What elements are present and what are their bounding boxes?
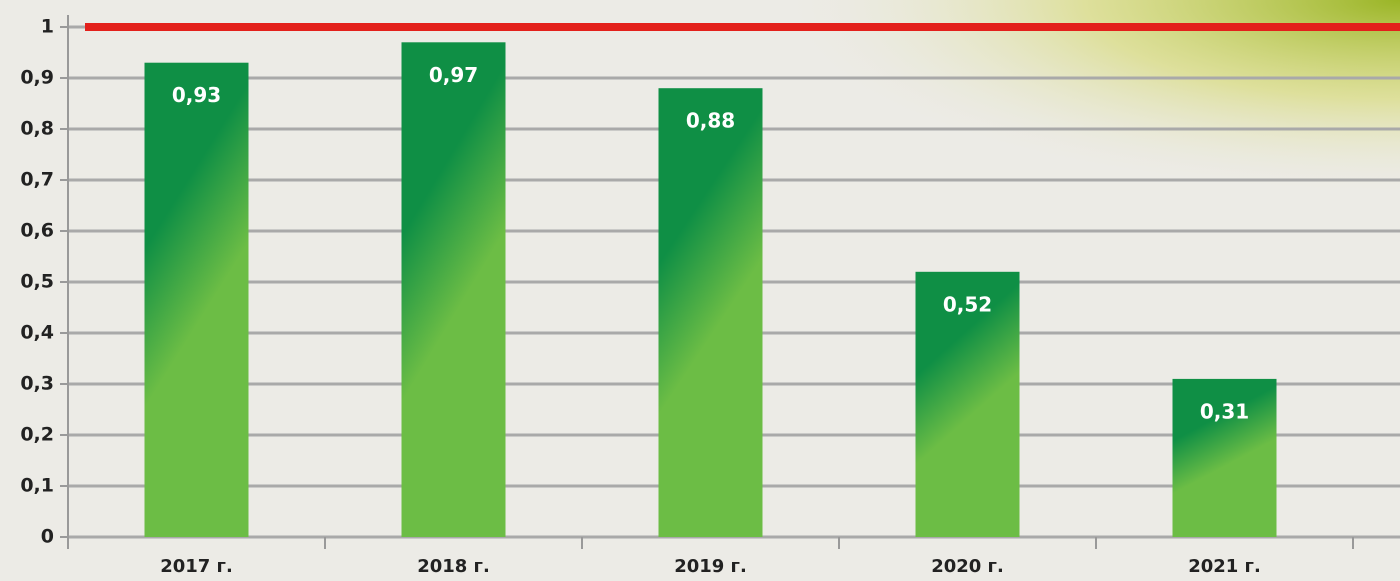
x-tick-label: 2017 г. — [160, 556, 233, 577]
bar — [402, 42, 506, 537]
x-tick-label: 2018 г. — [417, 556, 490, 577]
value-label: 0,52 — [943, 292, 992, 316]
chart: 0 0,1 0,2 0,3 0,4 0,5 0,6 0,7 0,8 0,9 1 2017 г. 0,93… — [0, 0, 1400, 581]
y-tick-label: 0 — [41, 526, 54, 548]
y-tick-label: 0,7 — [20, 169, 54, 191]
y-tick-label: 1 — [41, 16, 54, 38]
y-tick-label: 0,1 — [20, 475, 54, 497]
x-tick-label: 2019 г. — [674, 556, 747, 577]
y-tick-label: 0,3 — [20, 373, 54, 395]
bar — [145, 63, 249, 537]
y-tick-label: 0,8 — [20, 118, 54, 140]
bar — [659, 88, 763, 537]
y-tick-label: 0,9 — [20, 67, 54, 89]
y-tick-label: 0,5 — [20, 271, 54, 293]
background-glow — [700, 0, 1400, 220]
y-tick-label: 0,6 — [20, 220, 54, 242]
x-tick-label: 2020 г. — [931, 556, 1004, 577]
value-label: 0,97 — [429, 63, 478, 87]
value-label: 0,88 — [686, 109, 735, 133]
page: {"chart_data": {"type": "bar", "categori… — [0, 0, 1400, 581]
y-tick-label: 0,2 — [20, 424, 54, 446]
y-tick-label: 0,4 — [20, 322, 54, 344]
x-tick-label: 2021 г. — [1188, 556, 1261, 577]
value-label: 0,31 — [1200, 399, 1249, 423]
value-label: 0,93 — [172, 83, 221, 107]
